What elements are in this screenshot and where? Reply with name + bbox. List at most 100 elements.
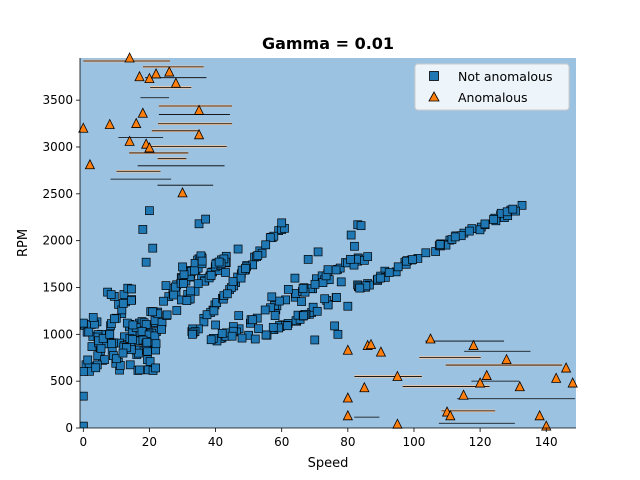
not-anomalous-point <box>227 331 237 341</box>
not-anomalous-point <box>125 360 135 370</box>
anomalous-point <box>375 346 387 357</box>
not-anomalous-point <box>88 313 98 322</box>
y-tick-label: 3000 <box>42 140 73 154</box>
anomalous-point <box>134 70 145 82</box>
not-anomalous-point <box>80 421 88 428</box>
legend: Not anomalous Anomalous <box>414 63 570 111</box>
anomalous-point <box>392 370 403 381</box>
y-tick-label: 500 <box>50 374 73 388</box>
not-anomalous-point <box>135 365 144 375</box>
not-anomalous-point <box>517 200 527 210</box>
not-anomalous-point <box>161 281 171 290</box>
y-tick-label: 1500 <box>42 280 73 294</box>
not-anomalous-point <box>190 266 199 276</box>
not-anomalous-point <box>290 273 300 283</box>
not-anomalous-point <box>313 247 323 257</box>
anomalous-point <box>150 68 162 79</box>
anomalous-point <box>137 107 148 118</box>
not-anomalous-point <box>83 355 93 365</box>
legend-box <box>414 63 570 111</box>
not-anomalous-point <box>209 306 219 316</box>
y-tick-label: 2500 <box>42 187 73 201</box>
anomalous-point <box>177 186 188 198</box>
not-anomalous-point <box>283 321 292 331</box>
not-anomalous-point <box>234 311 244 320</box>
not-anomalous-point <box>197 256 207 266</box>
anomalous-point <box>567 377 578 388</box>
not-anomalous-point <box>268 323 278 332</box>
anomalous-point <box>468 339 479 350</box>
not-anomalous-point <box>127 284 136 294</box>
not-anomalous-point <box>100 355 109 365</box>
not-anomalous-point <box>435 240 445 249</box>
anomalous-point <box>514 380 525 392</box>
not-anomalous-point <box>222 289 232 299</box>
not-anomalous-point <box>96 343 106 353</box>
anomalous-point <box>84 158 96 170</box>
series-anomalous <box>78 52 578 431</box>
not-anomalous-point <box>333 329 343 339</box>
not-anomalous-point <box>248 315 258 325</box>
not-anomalous-point <box>193 279 203 289</box>
not-anomalous-point <box>178 262 187 272</box>
not-anomalous-point <box>157 325 166 334</box>
anomalous-point <box>501 353 512 365</box>
not-anomalous-point <box>84 327 94 337</box>
not-anomalous-point <box>375 273 385 283</box>
not-anomalous-point <box>80 391 88 401</box>
not-anomalous-point <box>267 292 277 302</box>
not-anomalous-point <box>128 320 138 330</box>
anomalous-point <box>534 409 545 421</box>
not-anomalous-point <box>179 279 188 288</box>
not-anomalous-point <box>310 335 320 345</box>
y-axis-label: RPM <box>16 229 31 257</box>
not-anomalous-point <box>221 268 230 277</box>
not-anomalous-point <box>363 252 373 261</box>
chart-title: Gamma = 0.01 <box>262 34 394 53</box>
x-tick-label: 140 <box>535 435 558 449</box>
not-anomalous-point <box>297 297 306 306</box>
not-anomalous-point <box>148 307 157 317</box>
not-anomalous-point <box>206 271 216 280</box>
not-anomalous-point <box>489 215 498 224</box>
anomaly-regions <box>83 59 575 424</box>
not-anomalous-point <box>159 296 168 306</box>
anomalous-point <box>342 392 353 403</box>
not-anomalous-point <box>182 296 192 305</box>
not-anomalous-point <box>206 335 216 345</box>
not-anomalous-point <box>393 262 403 272</box>
not-anomalous-point <box>148 243 158 253</box>
not-anomalous-point <box>355 283 365 293</box>
anomalous-point <box>445 409 456 421</box>
not-anomalous-point <box>346 230 356 240</box>
not-anomalous-point <box>336 277 346 287</box>
not-anomalous-point <box>214 257 224 267</box>
anomalous-point <box>164 66 175 77</box>
not-anomalous-point <box>186 286 195 296</box>
anomalous-point <box>193 128 205 140</box>
anomalous-point <box>365 338 377 350</box>
not-anomalous-point <box>105 329 115 339</box>
not-anomalous-point <box>346 254 355 264</box>
not-anomalous-point <box>80 367 88 376</box>
not-anomalous-point <box>237 333 247 343</box>
not-anomalous-point <box>323 265 333 275</box>
anomalous-point <box>474 377 486 388</box>
not-anomalous-point <box>261 330 271 340</box>
not-anomalous-point <box>143 346 152 356</box>
not-anomalous-point <box>330 321 339 331</box>
legend-label-not-anomalous: Not anomalous <box>458 69 553 84</box>
y-tick-label: 2000 <box>42 234 73 248</box>
not-anomalous-point <box>303 255 313 264</box>
not-anomalous-point <box>310 279 320 289</box>
not-anomalous-point <box>464 226 474 236</box>
not-anomalous-point <box>250 334 260 344</box>
not-anomalous-point <box>254 324 263 334</box>
series-not-anomalous <box>80 200 527 428</box>
not-anomalous-point <box>151 363 160 373</box>
not-anomalous-point <box>194 219 204 229</box>
not-anomalous-point <box>450 232 460 242</box>
not-anomalous-point <box>109 314 119 324</box>
y-axis-ticks: 0 500 1000 1500 2000 2500 3000 3500 <box>42 93 80 435</box>
not-anomalous-point <box>332 293 341 302</box>
